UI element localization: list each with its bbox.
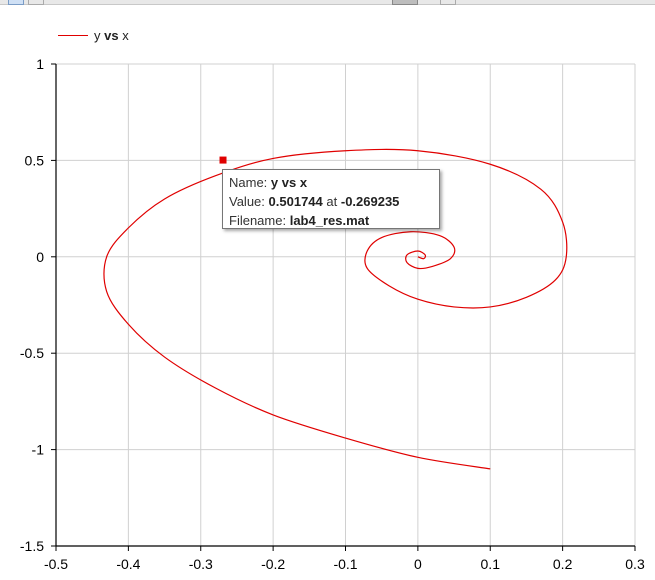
legend-label-suffix: x — [122, 27, 129, 43]
x-tick-label: -0.3 — [189, 556, 213, 572]
toolbar-button-4[interactable] — [440, 0, 456, 5]
legend-label: y vs x — [94, 28, 129, 43]
plot-panel — [0, 5, 655, 580]
y-tick-label: 0.5 — [25, 152, 45, 168]
tooltip-value-row: Value: 0.501744 at -0.269235 — [229, 192, 433, 211]
tooltip-name-label: Name: — [229, 175, 268, 190]
tooltip-value-y: 0.501744 — [268, 194, 323, 209]
x-tick-label: 0.2 — [553, 556, 573, 572]
legend: y vs x — [58, 26, 129, 44]
tooltip-filename-label: Filename: — [229, 213, 287, 228]
tooltip-value-x: -0.269235 — [340, 194, 400, 209]
tooltip-name-row: Name: y vs x — [229, 173, 433, 192]
y-tick-label: -0.5 — [20, 345, 44, 361]
toolbar-button-1[interactable] — [8, 0, 24, 5]
y-tick-label: -1 — [32, 442, 45, 458]
tooltip-value-at: at — [326, 194, 338, 209]
tooltip-name-value: y vs x — [270, 175, 308, 190]
x-tick-label: 0 — [414, 556, 422, 572]
x-tick-label: -0.1 — [333, 556, 357, 572]
legend-label-prefix: y — [94, 27, 101, 43]
legend-line-swatch — [58, 34, 88, 36]
x-tick-label: -0.5 — [44, 556, 68, 572]
toolbar-button-2[interactable] — [28, 0, 44, 5]
data-tooltip: Name: y vs x Value: 0.501744 at -0.26923… — [222, 169, 440, 229]
highlight-point-marker — [219, 156, 227, 164]
x-tick-label: -0.4 — [116, 556, 140, 572]
y-tick-label: 1 — [36, 56, 44, 72]
toolbar-strip — [0, 0, 655, 5]
tooltip-filename-row: Filename: lab4_res.mat — [229, 211, 433, 230]
y-tick-label: -1.5 — [20, 538, 44, 554]
x-tick-label: 0.1 — [481, 556, 501, 572]
series-line-y-vs-x — [103, 148, 568, 470]
tooltip-filename-value: lab4_res.mat — [289, 213, 370, 228]
tooltip-value-label: Value: — [229, 194, 265, 209]
x-tick-label: 0.3 — [625, 556, 645, 572]
x-tick-label: -0.2 — [261, 556, 285, 572]
legend-label-bold: vs — [104, 27, 119, 43]
toolbar-button-3[interactable] — [392, 0, 418, 5]
y-tick-label: 0 — [36, 249, 44, 265]
